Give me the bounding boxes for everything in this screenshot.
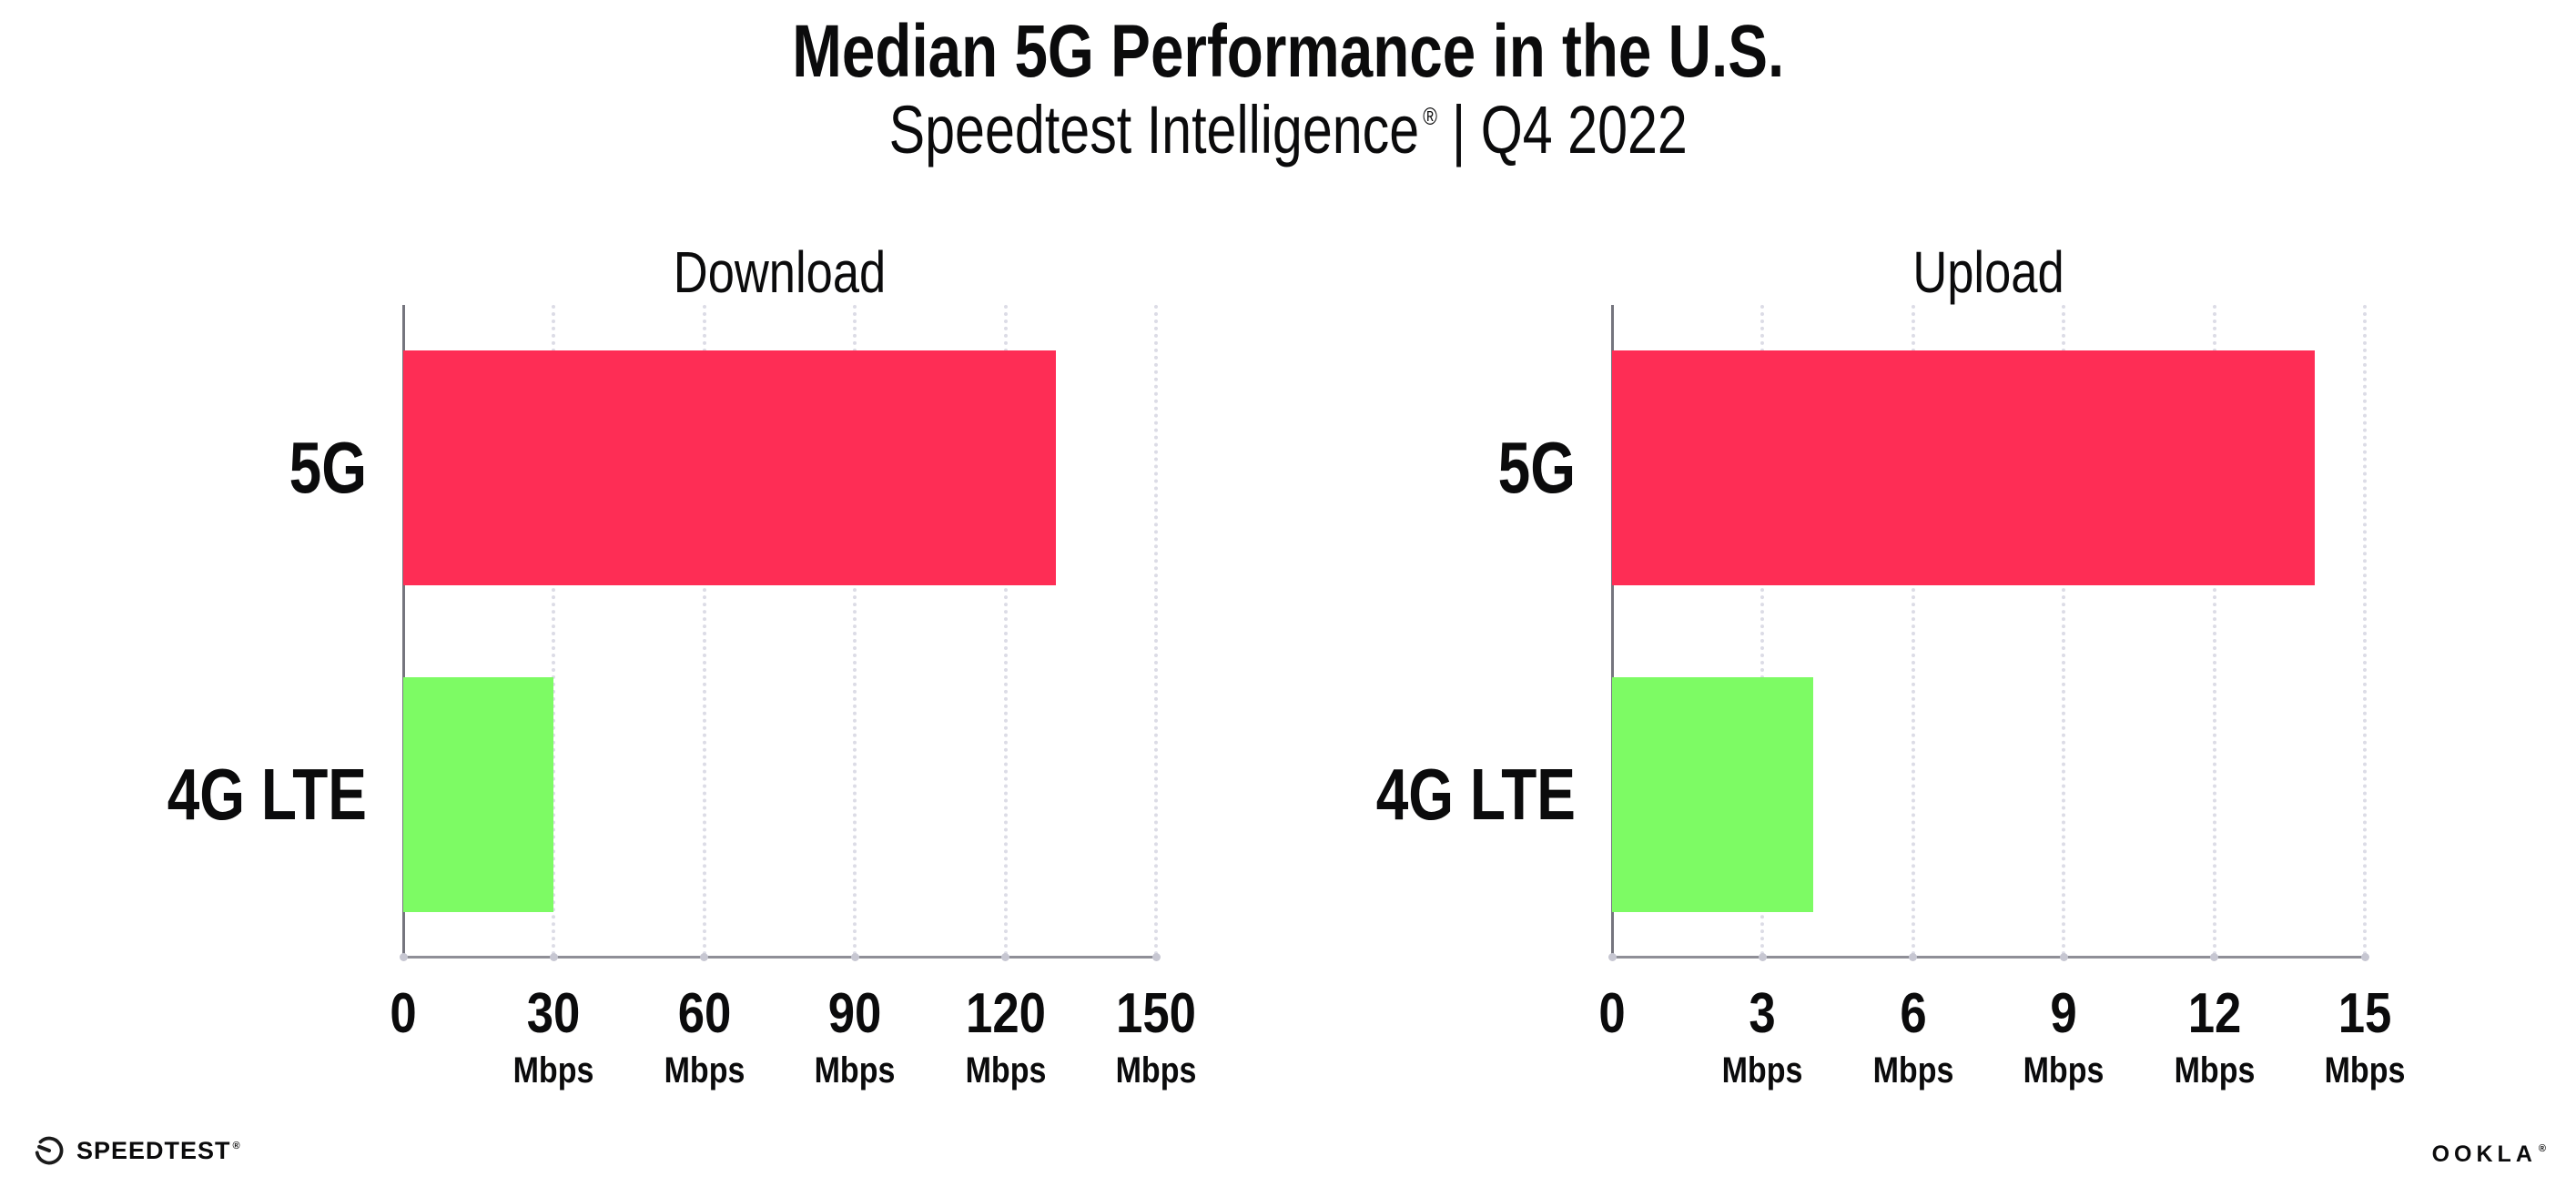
x-tick-label: 120 — [965, 982, 1046, 1045]
bar-4g-lte — [1612, 676, 1813, 912]
axis-tick-dot — [1607, 953, 1617, 961]
bar-5g — [403, 350, 1056, 586]
x-tick-unit: Mbps — [1872, 1050, 1954, 1090]
ookla-wordmark: OOKLA — [2431, 1141, 2537, 1167]
chart-title: Download — [673, 239, 887, 305]
gridline — [1760, 305, 1765, 956]
x-tick-label: 9 — [2050, 982, 2077, 1045]
category-label-4g-lte: 4G LTE — [1375, 753, 1576, 835]
page-subtitle: Speedtest Intelligence ® | Q4 2022 — [0, 91, 2576, 168]
x-axis-line — [1612, 956, 2368, 959]
x-tick-label: 0 — [1598, 982, 1626, 1045]
category-label-5g: 5G — [289, 427, 367, 509]
speedtest-label: SPEEDTEST — [76, 1136, 231, 1164]
category-label-5g: 5G — [1497, 427, 1576, 509]
axis-tick-dot — [850, 953, 859, 961]
axis-tick-dot — [549, 953, 558, 961]
x-tick-unit: Mbps — [2174, 1050, 2255, 1090]
x-tick-label: 60 — [677, 982, 732, 1045]
subtitle-brand: Speedtest Intelligence — [888, 92, 1419, 167]
bar-4g-lte — [403, 676, 554, 912]
axis-tick-dot — [700, 953, 709, 961]
bar-5g — [1612, 350, 2315, 586]
gridline — [1003, 305, 1008, 956]
axis-tick-dot — [1001, 953, 1010, 961]
x-tick-unit: Mbps — [1115, 1050, 1197, 1090]
gridline — [702, 305, 706, 956]
x-tick-unit: Mbps — [664, 1050, 745, 1090]
x-tick-label: 0 — [390, 982, 417, 1045]
speedtest-wordmark: SPEEDTEST ® — [76, 1137, 241, 1165]
ookla-trademark: ® — [2538, 1143, 2551, 1154]
gridline — [552, 305, 556, 956]
axis-tick-dot — [2059, 953, 2068, 961]
gridline — [2212, 305, 2216, 956]
registered-mark: ® — [1422, 103, 1437, 131]
axis-tick-dot — [2360, 953, 2369, 961]
axis-tick-dot — [2210, 953, 2219, 961]
x-tick-label: 15 — [2338, 982, 2392, 1045]
chart-title: Upload — [1912, 239, 2064, 305]
axis-tick-dot — [399, 953, 408, 961]
speedtest-trademark: ® — [232, 1140, 241, 1151]
subtitle-period: | Q4 2022 — [1451, 92, 1688, 167]
x-tick-unit: Mbps — [2324, 1050, 2406, 1090]
gridline — [2363, 305, 2367, 956]
y-axis-line — [1610, 305, 1614, 956]
x-tick-unit: Mbps — [1722, 1050, 1803, 1090]
gridline — [1154, 305, 1158, 956]
gridline — [853, 305, 857, 956]
x-tick-label: 12 — [2187, 982, 2241, 1045]
speedtest-logo: SPEEDTEST ® — [33, 1134, 241, 1167]
x-tick-unit: Mbps — [814, 1050, 896, 1090]
axis-tick-dot — [1151, 953, 1161, 961]
x-tick-label: 90 — [827, 982, 882, 1045]
page-title-text: Median 5G Performance in the U.S. — [792, 10, 1784, 93]
x-tick-unit: Mbps — [965, 1050, 1046, 1090]
ookla-logo: OOKLA ® — [2432, 1141, 2551, 1168]
gridline — [2062, 305, 2066, 956]
page-title: Median 5G Performance in the U.S. — [0, 9, 2576, 95]
x-tick-unit: Mbps — [513, 1050, 594, 1090]
x-tick-label: 30 — [527, 982, 581, 1045]
speedtest-gauge-icon — [35, 1136, 64, 1165]
x-tick-label: 3 — [1749, 982, 1777, 1045]
x-axis-line — [403, 956, 1160, 959]
x-tick-label: 150 — [1116, 982, 1196, 1045]
x-tick-label: 6 — [1900, 982, 1927, 1045]
gridline — [1911, 305, 1915, 956]
y-axis-line — [401, 305, 405, 956]
category-label-4g-lte: 4G LTE — [167, 753, 367, 835]
axis-tick-dot — [1909, 953, 1918, 961]
axis-tick-dot — [1758, 953, 1767, 961]
x-tick-unit: Mbps — [2023, 1050, 2104, 1090]
